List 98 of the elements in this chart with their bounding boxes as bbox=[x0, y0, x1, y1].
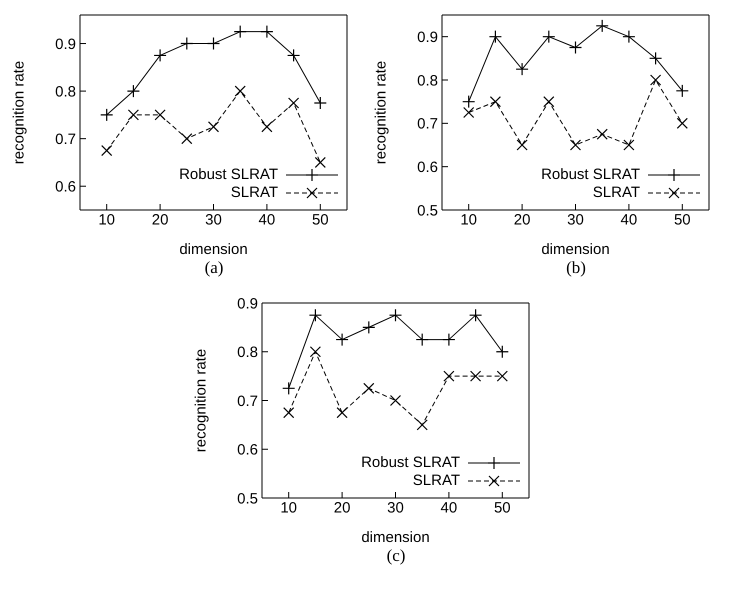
y-tick-label: 0.6 bbox=[55, 178, 76, 196]
legend-label: Robust SLRAT bbox=[541, 166, 640, 184]
x-tick-label: 30 bbox=[387, 500, 404, 517]
point bbox=[363, 382, 374, 394]
point bbox=[336, 407, 348, 418]
y-tick-label: 0.6 bbox=[417, 158, 438, 176]
point bbox=[287, 48, 300, 62]
y-tick-label: 0.8 bbox=[237, 344, 258, 362]
point bbox=[542, 30, 556, 44]
point bbox=[676, 118, 688, 129]
point bbox=[181, 133, 192, 144]
y-tick-label: 0.6 bbox=[237, 442, 258, 459]
legend-label: Robust SLRAT bbox=[179, 166, 278, 184]
point bbox=[490, 96, 501, 108]
y-tick-label: 0.9 bbox=[55, 36, 76, 53]
point bbox=[570, 139, 582, 151]
point bbox=[282, 382, 296, 395]
text: (c) bbox=[386, 546, 406, 566]
legend-label: SLRAT bbox=[592, 184, 640, 202]
text: (a) bbox=[204, 258, 224, 278]
point bbox=[516, 139, 528, 151]
y-axis-title: recognition rate bbox=[10, 60, 28, 164]
point bbox=[283, 407, 294, 418]
legend-label: SLRAT bbox=[412, 472, 460, 490]
point bbox=[208, 121, 220, 132]
point bbox=[362, 320, 376, 334]
point bbox=[310, 346, 321, 358]
legend-label: Robust SLRAT bbox=[361, 454, 460, 472]
x-tick-label: 30 bbox=[567, 212, 584, 229]
y-tick-label: 0.8 bbox=[55, 83, 76, 100]
point bbox=[623, 139, 634, 151]
y-tick-label: 0.9 bbox=[237, 295, 258, 312]
x-tick-label: 10 bbox=[280, 500, 298, 517]
y-tick-label: 0.7 bbox=[237, 392, 258, 410]
point bbox=[463, 106, 474, 118]
point bbox=[568, 40, 582, 54]
x-tick-label: 40 bbox=[620, 212, 638, 229]
legend-label: SLRAT bbox=[230, 184, 278, 202]
x-tick-label: 30 bbox=[205, 212, 222, 229]
point bbox=[496, 370, 508, 382]
y-axis-title: recognition rate bbox=[372, 60, 390, 164]
point bbox=[622, 30, 636, 44]
point bbox=[234, 25, 247, 38]
point bbox=[443, 370, 454, 382]
x-axis-title: dimension bbox=[361, 529, 430, 546]
y-tick-label: 0.8 bbox=[417, 72, 438, 90]
point bbox=[469, 308, 482, 322]
x-tick-label: 50 bbox=[674, 212, 691, 229]
point bbox=[308, 308, 322, 322]
point bbox=[314, 156, 326, 168]
point bbox=[488, 30, 502, 44]
point bbox=[128, 109, 139, 120]
point bbox=[260, 25, 274, 38]
point bbox=[388, 308, 402, 322]
point bbox=[101, 144, 112, 156]
x-tick-label: 40 bbox=[258, 212, 276, 229]
x-tick-label: 50 bbox=[494, 500, 511, 517]
x-tick-label: 10 bbox=[98, 212, 116, 229]
y-tick-label: 0.9 bbox=[417, 28, 438, 46]
point bbox=[261, 121, 272, 132]
point bbox=[650, 74, 662, 86]
point bbox=[314, 96, 327, 110]
point bbox=[596, 128, 608, 140]
text: (b) bbox=[565, 258, 587, 278]
point bbox=[390, 394, 402, 406]
point bbox=[336, 332, 349, 346]
y-tick-label: 0.7 bbox=[417, 116, 438, 133]
point bbox=[516, 62, 529, 76]
point bbox=[180, 36, 194, 50]
y-tick-label: 0.5 bbox=[417, 202, 438, 220]
point bbox=[596, 19, 609, 32]
point bbox=[442, 332, 456, 346]
point bbox=[649, 52, 662, 65]
point bbox=[288, 97, 300, 109]
point bbox=[154, 48, 167, 62]
x-tick-label: 20 bbox=[514, 212, 530, 229]
point bbox=[470, 370, 482, 382]
point bbox=[206, 36, 220, 50]
x-tick-label: 50 bbox=[312, 212, 329, 229]
x-tick-label: 20 bbox=[334, 500, 350, 517]
point bbox=[234, 86, 246, 97]
point bbox=[126, 84, 140, 98]
x-tick-label: 40 bbox=[440, 500, 458, 517]
point bbox=[543, 96, 554, 108]
x-tick-label: 10 bbox=[460, 212, 478, 229]
x-axis-title: dimension bbox=[179, 241, 248, 258]
y-tick-label: 0.5 bbox=[237, 490, 258, 508]
point bbox=[496, 345, 509, 358]
y-axis-title: recognition rate bbox=[192, 348, 210, 452]
x-tick-label: 20 bbox=[152, 212, 168, 229]
y-tick-label: 0.7 bbox=[55, 130, 76, 148]
point bbox=[462, 95, 476, 108]
point bbox=[416, 332, 429, 346]
point bbox=[100, 108, 114, 122]
point bbox=[416, 419, 428, 430]
point bbox=[676, 84, 689, 98]
x-axis-title: dimension bbox=[541, 241, 610, 258]
point bbox=[154, 109, 166, 120]
